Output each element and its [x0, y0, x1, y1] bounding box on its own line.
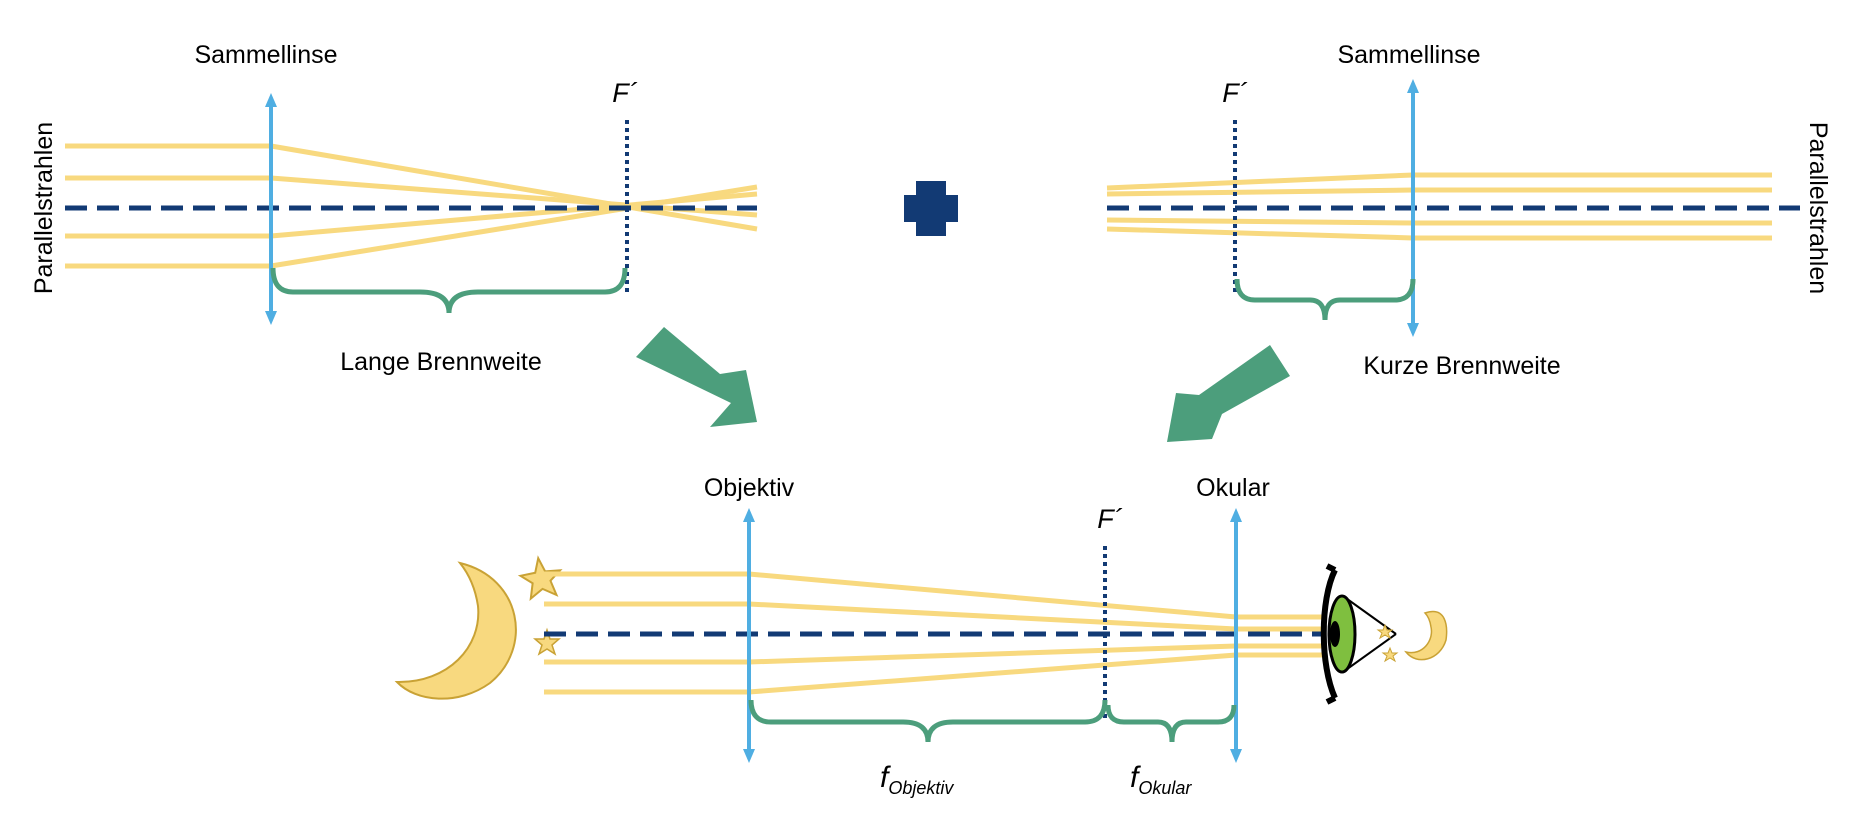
star-icon	[1381, 646, 1399, 663]
objective-focal-length-brace	[748, 699, 1108, 743]
f-symbol: f	[1130, 761, 1141, 794]
objective-label: Objektiv	[704, 474, 795, 502]
outgoing-parallel-rays	[1413, 172, 1772, 241]
incoming-parallel-rays	[65, 143, 271, 269]
focal-length-brace	[270, 267, 628, 314]
star-icon	[1376, 623, 1394, 640]
focal-length-brace	[1234, 278, 1416, 321]
outgoing-parallel-rays	[1236, 614, 1322, 658]
incoming-parallel-rays	[544, 571, 749, 695]
telescope-diagram-bottom: Objektiv Okular F´ fObjektiv fOkular	[394, 474, 1448, 798]
diverging-rays	[1106, 172, 1414, 241]
lens-label: Sammellinse	[194, 41, 337, 69]
moon-icon	[1404, 610, 1448, 661]
f-objective-subscript: Objektiv	[888, 778, 954, 798]
focal-point-label: F´	[1222, 78, 1247, 108]
objective-focal-length-label: fObjektiv	[880, 761, 954, 798]
converging-rays	[748, 571, 1237, 695]
focal-point-label: F´	[612, 78, 637, 108]
eyepiece-focal-length-label: fOkular	[1130, 761, 1192, 798]
eyepiece-focal-length-brace	[1105, 704, 1237, 743]
focal-length-label: Lange Brennweite	[340, 348, 542, 376]
focal-point-label: F´	[1097, 504, 1122, 534]
lens-label: Sammellinse	[1337, 41, 1480, 69]
plus-icon	[904, 181, 958, 236]
star-icon	[532, 627, 562, 656]
top-right-lens-diagram: Sammellinse F´ Parallelstrahlen Kurze Br…	[1106, 41, 1832, 380]
moon-icon	[394, 561, 517, 700]
f-eyepiece-subscript: Okular	[1138, 778, 1192, 798]
f-symbol: f	[880, 761, 891, 794]
arrow-icon	[636, 327, 757, 427]
eyepiece-label: Okular	[1196, 474, 1270, 502]
parallel-rays-label: Parallelstrahlen	[30, 122, 58, 294]
top-left-lens-diagram: Sammellinse F´ Parallelstrahlen Lange Br…	[30, 41, 758, 376]
arrow-icon	[1167, 345, 1290, 442]
star-icon	[517, 555, 563, 601]
focal-length-label: Kurze Brennweite	[1363, 352, 1560, 380]
eye-icon	[1320, 563, 1397, 705]
parallel-rays-label: Parallelstrahlen	[1804, 122, 1832, 294]
